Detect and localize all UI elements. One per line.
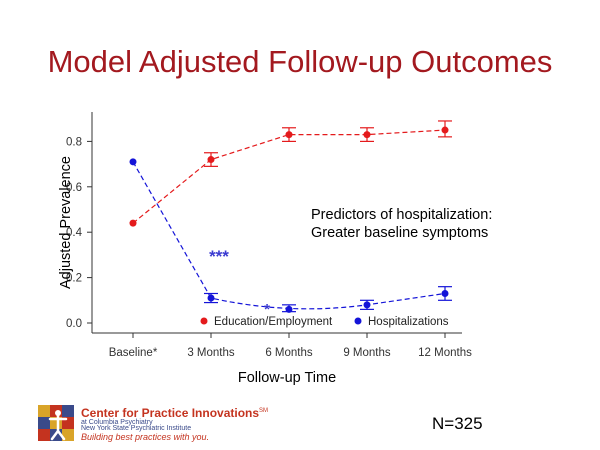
chart-labels: 0.0 0.2 0.4 0.6 0.8 Baseline* 3 Months 6 Months… (58, 136, 472, 386)
x-tick-label: 12 Months (418, 347, 472, 359)
y-tick-label: 0.4 (66, 227, 83, 239)
legend-label-education: Education/Employment (214, 316, 333, 328)
annotation-line-2: Greater baseline symptoms (311, 225, 489, 241)
y-axis-title: Adjusted Prevalence (58, 156, 74, 289)
annotation-line-1: Predictors of hospitalization: (311, 207, 493, 223)
chart-series (129, 120, 452, 313)
y-tick-label: 0.6 (66, 182, 82, 194)
legend-marker-hospitalizations (354, 317, 362, 325)
y-tick-label: 0.8 (66, 136, 82, 148)
education-point (129, 219, 137, 227)
org-affiliation-2: New York State Psychiatric Institute (81, 425, 192, 432)
x-tick-label: 3 Months (187, 347, 235, 359)
legend-marker-education (200, 317, 208, 325)
org-tagline: Building best practices with you. (81, 432, 210, 442)
org-name: Center for Practice InnovationsSM (81, 406, 269, 420)
y-tick-label: 0.0 (66, 318, 82, 330)
cpi-logo-icon (38, 405, 74, 441)
hospitalizations-point (285, 305, 293, 313)
sample-size: N=325 (432, 414, 483, 433)
org-affiliation-1: at Columbia Psychiatry (81, 419, 153, 426)
hospitalizations-point (441, 289, 449, 297)
hospitalizations-point (129, 158, 137, 166)
x-tick-label: Baseline* (109, 347, 158, 359)
y-tick-label: 0.2 (66, 273, 82, 285)
hospitalizations-point (207, 294, 215, 302)
education-line (132, 129, 446, 224)
chart-axes (87, 112, 462, 338)
x-tick-label: 9 Months (343, 347, 391, 359)
education-point (363, 131, 371, 139)
significance-6-months: * (264, 301, 270, 318)
legend-label-hospitalizations: Hospitalizations (368, 316, 449, 328)
hospitalizations-point (363, 301, 371, 309)
education-point (207, 156, 215, 164)
predictors-annotation: Predictors of hospitalization: Greater b… (311, 206, 492, 242)
significance-3-months: *** (209, 247, 229, 266)
slide-title: Model Adjusted Follow-up Outcomes (47, 44, 553, 79)
x-tick-label: 6 Months (265, 347, 313, 359)
education-point (285, 131, 293, 139)
education-point (441, 126, 449, 134)
x-axis-title: Follow-up Time (238, 370, 336, 386)
